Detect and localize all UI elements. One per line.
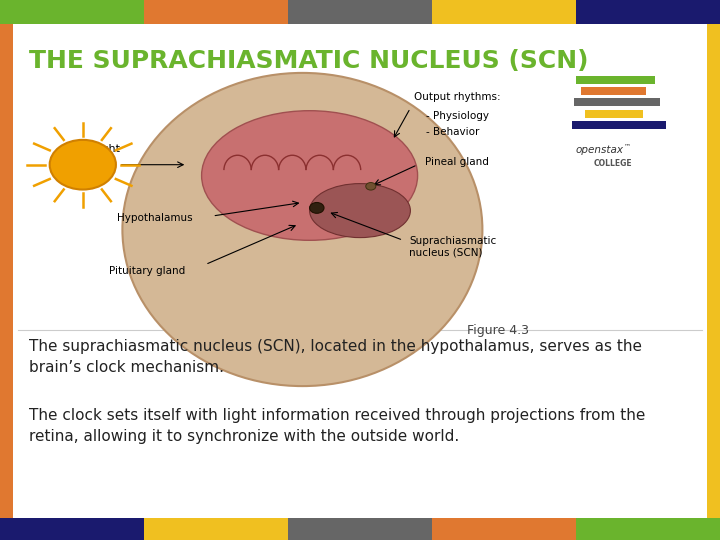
FancyBboxPatch shape: [576, 76, 655, 84]
FancyBboxPatch shape: [144, 518, 288, 540]
FancyBboxPatch shape: [432, 518, 576, 540]
Text: Figure 4.3: Figure 4.3: [467, 324, 529, 337]
Text: Pituitary gland: Pituitary gland: [109, 266, 186, 276]
Circle shape: [366, 183, 376, 190]
Text: - Behavior: - Behavior: [426, 127, 480, 137]
Ellipse shape: [122, 73, 482, 386]
FancyBboxPatch shape: [572, 121, 666, 129]
FancyBboxPatch shape: [707, 24, 720, 518]
Text: The clock sets itself with light information received through projections from t: The clock sets itself with light informa…: [29, 408, 645, 444]
FancyBboxPatch shape: [0, 518, 144, 540]
FancyBboxPatch shape: [288, 0, 432, 24]
Text: Light: Light: [93, 144, 120, 154]
FancyBboxPatch shape: [576, 0, 720, 24]
FancyBboxPatch shape: [576, 518, 720, 540]
FancyBboxPatch shape: [432, 0, 576, 24]
Text: Suprachiasmatic
nucleus (SCN): Suprachiasmatic nucleus (SCN): [409, 236, 496, 258]
Ellipse shape: [202, 111, 418, 240]
Ellipse shape: [310, 184, 410, 238]
FancyBboxPatch shape: [144, 0, 288, 24]
Text: - Physiology: - Physiology: [426, 111, 490, 121]
FancyBboxPatch shape: [574, 98, 660, 106]
FancyBboxPatch shape: [0, 0, 144, 24]
FancyBboxPatch shape: [0, 24, 13, 518]
Text: COLLEGE: COLLEGE: [594, 159, 633, 168]
Text: openstax: openstax: [575, 145, 624, 155]
Circle shape: [50, 140, 116, 190]
FancyBboxPatch shape: [288, 518, 432, 540]
Circle shape: [310, 202, 324, 213]
Text: Output rhythms:: Output rhythms:: [414, 92, 500, 102]
Text: THE SUPRACHIASMATIC NUCLEUS (SCN): THE SUPRACHIASMATIC NUCLEUS (SCN): [29, 49, 588, 72]
Text: The suprachiasmatic nucleus (SCN), located in the hypothalamus, serves as the
br: The suprachiasmatic nucleus (SCN), locat…: [29, 339, 642, 375]
Text: Hypothalamus: Hypothalamus: [117, 213, 193, 222]
FancyBboxPatch shape: [585, 110, 643, 118]
Text: Pineal gland: Pineal gland: [425, 157, 489, 167]
Text: ™: ™: [624, 143, 631, 149]
FancyBboxPatch shape: [581, 87, 646, 95]
